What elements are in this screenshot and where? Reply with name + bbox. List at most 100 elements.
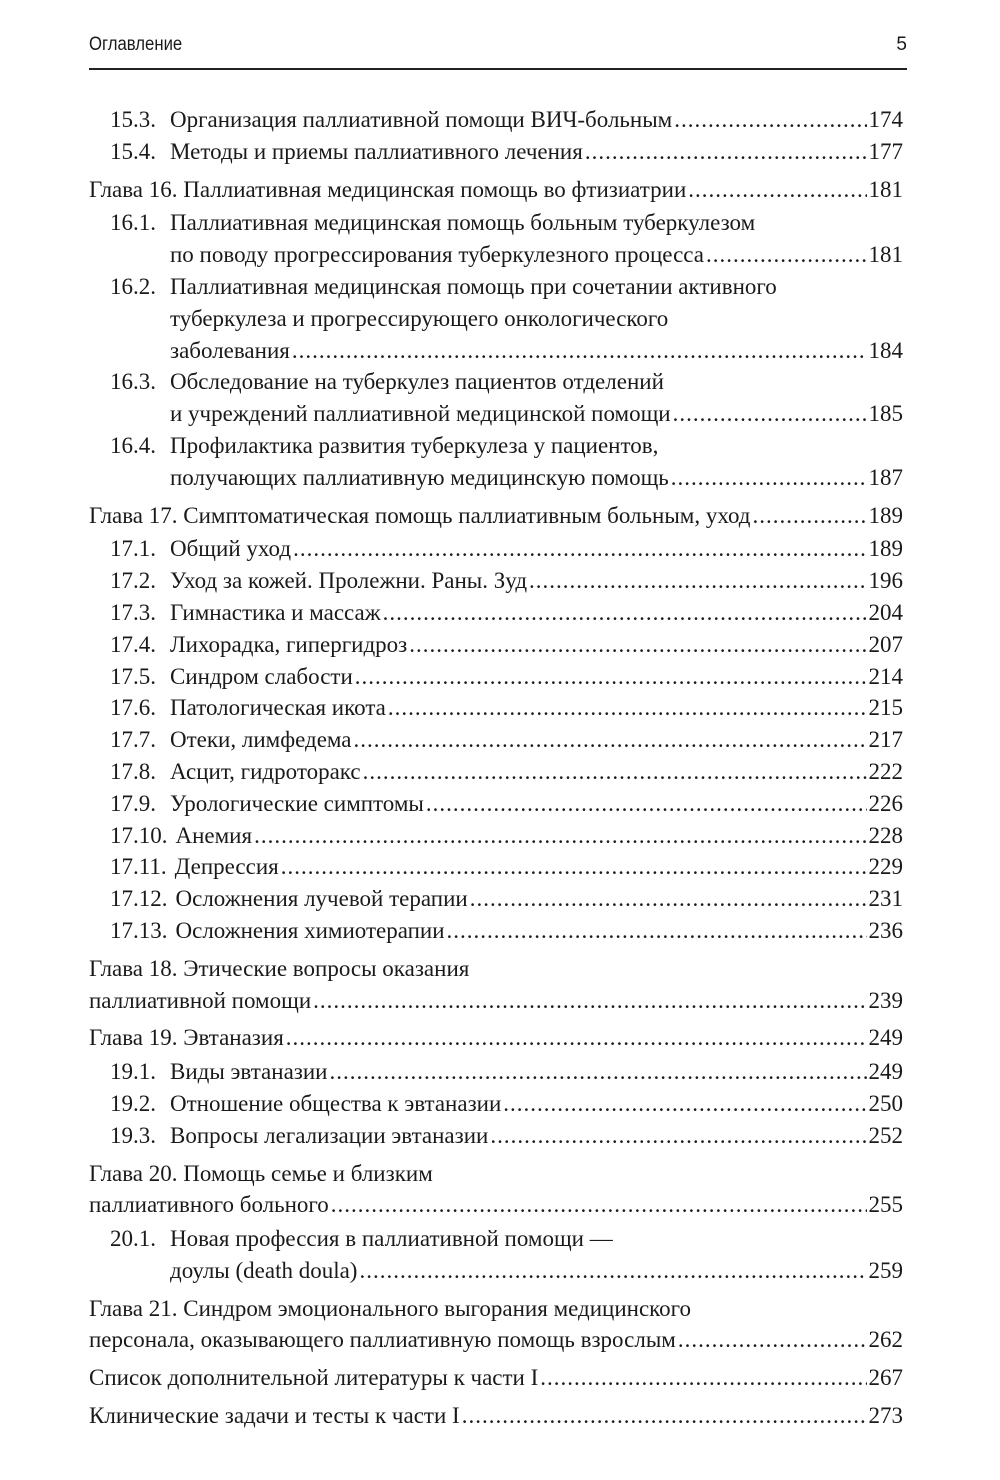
toc-line: туберкулеза и прогрессирующего онкологич… [89, 303, 903, 335]
toc-section-entry: 17.11. Депрессия 229 [89, 851, 903, 883]
entry-title-line: и учреждений паллиативной медицинской по… [170, 401, 671, 427]
entry-page-number: 196 [868, 568, 904, 594]
section-number: 19.3. [110, 1122, 156, 1148]
entry-title-line: Асцит, гидроторакс [170, 758, 361, 784]
entry-page-number: 185 [868, 401, 904, 427]
toc-line: 15.3. Организация паллиативной помощи ВИЧ… [89, 104, 903, 136]
toc-line: 17.7. Отеки, лимфедема 217 [89, 724, 903, 756]
entry-title-line: Депрессия [174, 854, 279, 880]
toc-chapter-entry: Глава 16. Паллиативная медицинская помощ… [89, 174, 903, 206]
entry-page-number: 204 [868, 599, 904, 625]
entry-page-number: 273 [868, 1403, 904, 1429]
toc-line: Глава 21. Синдром эмоционального выгоран… [89, 1293, 903, 1325]
section-number: 17.10. [110, 822, 168, 848]
dot-leader [426, 788, 867, 820]
toc-line: 16.4. Профилактика развития туберкулеза у… [89, 430, 903, 462]
entry-page-number: 250 [868, 1090, 904, 1116]
section-number: 15.3. [110, 107, 156, 132]
toc-section-entry: 20.1. Новая профессия в паллиативной помо… [89, 1223, 903, 1287]
toc-line: 17.11. Депрессия 229 [89, 851, 903, 883]
entry-title-line: паллиативной помощи [89, 987, 312, 1013]
dot-leader [355, 661, 867, 693]
entry-title-line: Анемия [175, 822, 253, 848]
dot-leader [490, 1120, 866, 1152]
entry-title-line: Лихорадка, гипергидроз [170, 631, 408, 657]
dot-leader [674, 104, 866, 136]
section-number: 15.4. [110, 138, 156, 164]
dot-leader [462, 1400, 867, 1432]
entry-title-line: Уход за кожей. Пролежни. Раны. Зуд [170, 568, 528, 594]
toc-line: 17.4. Лихорадка, гипергидроз 207 [89, 629, 903, 661]
toc-section-entry: 17.8. Асцит, гидроторакс 222 [89, 756, 903, 788]
entry-title-line: Виды эвтаназии [170, 1059, 328, 1085]
entry-page-number: 267 [868, 1365, 904, 1391]
entry-title-line: Обследование на туберкулез пациентов отд… [170, 369, 664, 395]
page-number: 5 [896, 34, 907, 55]
toc-line: 16.1. Паллиативная медицинская помощь бол… [89, 207, 903, 239]
entry-title-line: Новая профессия в паллиативной помощи — [170, 1226, 613, 1252]
dot-leader [281, 851, 867, 883]
entry-page-number: 262 [868, 1327, 904, 1353]
entry-title-line: Список дополнительной литературы к части… [89, 1365, 539, 1391]
toc-section-entry: 17.9. Урологические симптомы 226 [89, 788, 903, 820]
dot-leader [688, 174, 866, 206]
toc-line: 17.9. Урологические симптомы 226 [89, 788, 903, 820]
entry-title-line: Отношение общества к эвтаназии [170, 1090, 502, 1116]
entry-title-line: Синдром слабости [170, 663, 353, 689]
entry-page-number: 226 [868, 790, 904, 816]
toc-line: Список дополнительной литературы к части… [89, 1362, 903, 1394]
section-number: 19.1. [110, 1059, 156, 1085]
entry-title-line: Паллиативная медицинская помощь при соче… [170, 273, 777, 299]
dot-leader [503, 1088, 866, 1120]
toc-section-entry: 16.4. Профилактика развития туберкулеза у… [89, 430, 903, 494]
entry-title-line: Профилактика развития туберкулеза у паци… [170, 432, 659, 458]
entry-title-line: Глава 16. Паллиативная медицинская помощ… [89, 176, 687, 202]
section-number: 17.1. [110, 536, 156, 562]
toc-section-entry: 17.12. Осложнения лучевой терапии 231 [89, 883, 903, 915]
entry-page-number: 259 [868, 1257, 904, 1283]
entry-page-number: 181 [868, 176, 904, 202]
dot-leader [313, 985, 866, 1017]
toc-line: 20.1. Новая профессия в паллиативной помо… [89, 1223, 903, 1255]
entry-title-line: Вопросы легализации эвтаназии [170, 1122, 489, 1148]
entry-page-number: 215 [868, 695, 904, 721]
toc-section-entry: 15.3. Организация паллиативной помощи ВИЧ… [89, 104, 903, 136]
dot-leader [286, 1022, 867, 1054]
section-number: 16.3. [110, 369, 156, 395]
section-number: 17.8. [110, 758, 156, 784]
section-number: 17.12. [110, 886, 168, 912]
section-number: 16.2. [110, 273, 156, 299]
toc-line: Глава 16. Паллиативная медицинская помощ… [89, 174, 903, 206]
entry-title-line: Патологическая икота [170, 695, 386, 721]
toc-line: 19.1. Виды эвтаназии 249 [89, 1056, 903, 1088]
entry-title-line: Общий уход [170, 536, 292, 562]
toc-line: паллиативного больного 255 [89, 1189, 903, 1221]
entry-title-line: Осложнения лучевой терапии [175, 886, 468, 912]
toc-section-entry: 19.2. Отношение общества к эвтаназии 250 [89, 1088, 903, 1120]
toc-section-entry: 16.3. Обследование на туберкулез пациенто… [89, 366, 903, 430]
dot-leader [383, 597, 867, 629]
entry-page-number: 187 [868, 464, 904, 490]
section-number: 19.2. [110, 1090, 156, 1116]
toc-chapter-entry: Глава 20. Помощь семье и близким паллиати… [89, 1158, 903, 1222]
toc-line: заболевания 184 [89, 335, 903, 367]
entry-page-number: 252 [868, 1122, 904, 1148]
entry-title-line: Глава 17. Симптоматическая помощь паллиа… [89, 502, 751, 528]
toc-section-entry: 17.1. Общий уход 189 [89, 533, 903, 565]
entry-page-number: 229 [868, 854, 904, 880]
dot-leader [409, 629, 866, 661]
toc-line: Глава 18. Этические вопросы оказания [89, 953, 903, 985]
dot-leader [585, 136, 867, 168]
entry-title-line: Осложнения химиотерапии [175, 917, 445, 943]
entry-page-number: 217 [868, 727, 904, 753]
dot-leader [706, 239, 867, 271]
dot-leader [363, 756, 867, 788]
section-number: 17.7. [110, 727, 156, 753]
entry-title-line: Организация паллиативной помощи ВИЧ-боль… [170, 107, 673, 132]
entry-title-line: Клинические задачи и тесты к части I [89, 1403, 460, 1429]
toc-section-entry: 17.4. Лихорадка, гипергидроз 207 [89, 629, 903, 661]
toc-line: 16.2. Паллиативная медицинская помощь при… [89, 271, 903, 303]
entry-page-number: 184 [868, 337, 904, 363]
running-title: Оглавление [89, 34, 183, 55]
section-number: 17.11. [110, 854, 167, 880]
